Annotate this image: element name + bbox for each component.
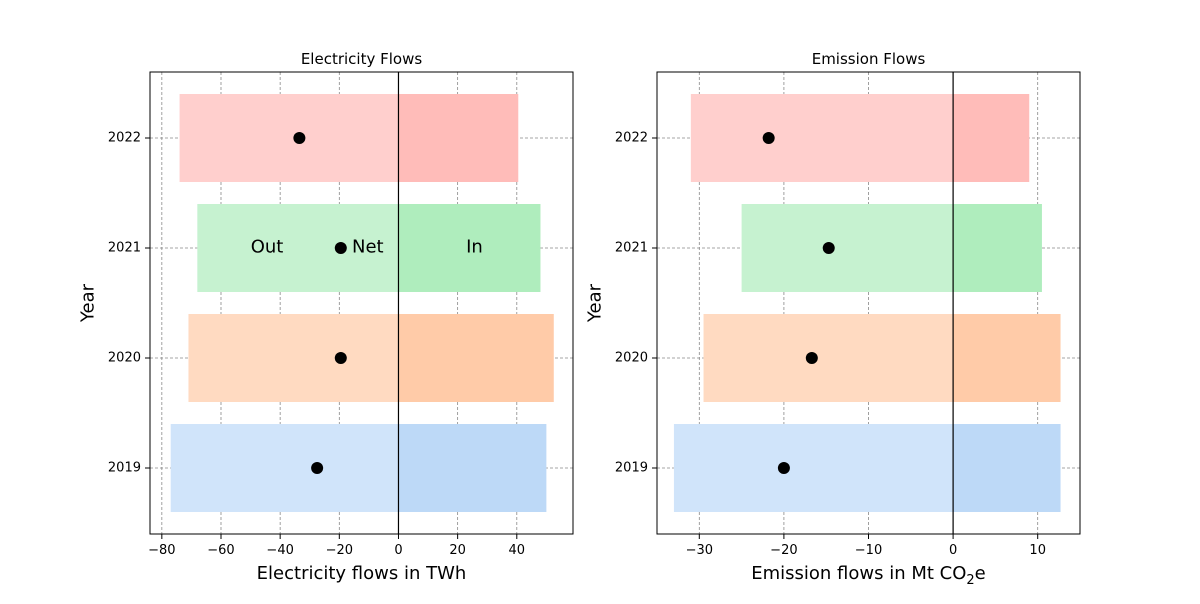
x-tick-label: −80 bbox=[148, 543, 175, 558]
y-tick-label: 2021 bbox=[615, 241, 648, 256]
x-tick-label: 20 bbox=[449, 543, 466, 558]
x-tick-label: 0 bbox=[949, 543, 957, 558]
y-tick-label: 2022 bbox=[615, 131, 648, 146]
annotation-out-label: Out bbox=[251, 237, 284, 258]
bar-in-2022 bbox=[953, 94, 1030, 182]
y-tick-label: 2020 bbox=[108, 351, 141, 366]
x-tick-label: 40 bbox=[509, 543, 526, 558]
net-point-2021 bbox=[822, 242, 835, 254]
annotation-net-label: Net bbox=[352, 237, 384, 258]
bar-in-2019 bbox=[398, 424, 547, 512]
x-tick-label: −20 bbox=[770, 543, 797, 558]
x-tick-label: 0 bbox=[394, 543, 402, 558]
bar-out-2020 bbox=[188, 314, 399, 402]
y-tick-label: 2019 bbox=[108, 461, 141, 476]
net-point-2019 bbox=[777, 462, 790, 474]
bar-out-2021 bbox=[741, 204, 954, 292]
y-axis-label: Year bbox=[585, 283, 606, 323]
bar-out-2022 bbox=[179, 94, 399, 182]
net-point-2020 bbox=[334, 352, 347, 364]
net-point-2020 bbox=[805, 352, 818, 364]
y-axis-label: Year bbox=[78, 283, 99, 323]
bar-in-2022 bbox=[398, 94, 519, 182]
x-axis-label-suffix: e bbox=[975, 563, 986, 584]
annotation-in-label: In bbox=[466, 237, 483, 258]
bar-out-2019 bbox=[673, 424, 954, 512]
y-tick-label: 2020 bbox=[615, 351, 648, 366]
emission-flows-chart: −30 −20 −10 0 10 2019 2020 2021 2022 Emission Flo… bbox=[585, 50, 1081, 588]
x-tick-label: −30 bbox=[686, 543, 713, 558]
net-point-2022 bbox=[293, 132, 306, 144]
chart-title: Electricity Flows bbox=[301, 50, 423, 68]
bar-out-2022 bbox=[690, 94, 954, 182]
x-axis-label-subscript: 2 bbox=[966, 573, 974, 588]
x-tick-label: 10 bbox=[1029, 543, 1046, 558]
chart-title: Emission Flows bbox=[812, 50, 926, 68]
bar-in-2020 bbox=[953, 314, 1061, 402]
x-tick-label: −20 bbox=[326, 543, 353, 558]
x-axis-label: Electricity flows in TWh bbox=[257, 563, 467, 584]
bar-in-2021 bbox=[398, 204, 541, 292]
bar-out-2020 bbox=[703, 314, 954, 402]
plot-frame bbox=[149, 71, 574, 535]
bar-out-2021 bbox=[197, 204, 399, 292]
bar-in-2019 bbox=[953, 424, 1061, 512]
y-tick-label: 2021 bbox=[108, 241, 141, 256]
net-point-2021 bbox=[334, 242, 347, 254]
x-tick-label: −40 bbox=[266, 543, 293, 558]
x-tick-label: −60 bbox=[207, 543, 234, 558]
x-axis-label: Emission flows in Mt CO2e bbox=[751, 563, 986, 588]
y-tick-label: 2022 bbox=[108, 131, 141, 146]
y-tick-label: 2019 bbox=[615, 461, 648, 476]
bar-out-2019 bbox=[170, 424, 399, 512]
net-point-2022 bbox=[762, 132, 775, 144]
electricity-flows-chart: Out Net In −80 −60 −40 −20 0 20 40 2019 2020 2021 202… bbox=[78, 50, 574, 584]
bar-in-2020 bbox=[398, 314, 554, 402]
bar-in-2021 bbox=[953, 204, 1042, 292]
x-tick-label: −10 bbox=[855, 543, 882, 558]
net-point-2019 bbox=[311, 462, 324, 474]
